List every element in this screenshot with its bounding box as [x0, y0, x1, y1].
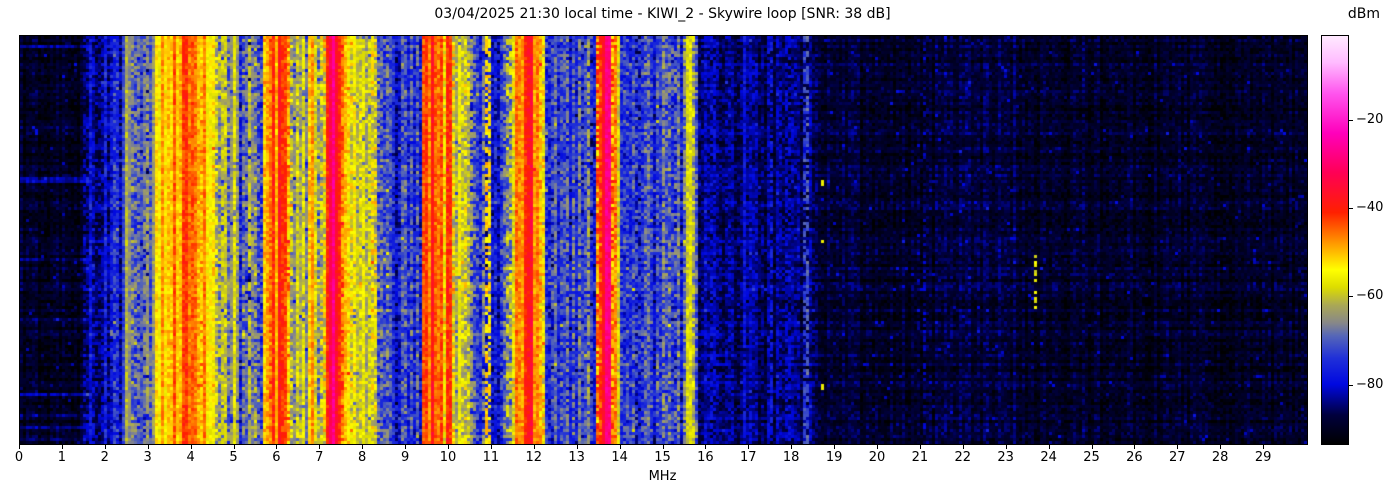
colorbar-tick-mark	[1349, 208, 1353, 209]
x-tick-label: 7	[315, 450, 324, 465]
x-tick-label: 5	[229, 450, 238, 465]
x-tick-mark	[834, 445, 836, 449]
x-tick-label: 1	[57, 450, 67, 465]
x-tick-label: 22	[954, 450, 972, 465]
colorbar-label: dBm	[1347, 6, 1381, 22]
colorbar-tick-label: −40	[1356, 200, 1384, 216]
x-tick-label: 20	[868, 450, 886, 465]
x-tick-mark	[619, 445, 621, 449]
x-tick-label: 26	[1126, 450, 1143, 465]
waterfall-heatmap	[19, 35, 1308, 445]
colorbar-tick-mark	[1349, 296, 1353, 298]
x-tick-label: 25	[1083, 450, 1100, 465]
x-tick-mark	[147, 445, 149, 449]
x-tick-mark	[1048, 445, 1050, 449]
x-tick-mark	[576, 445, 578, 449]
x-tick-label: 13	[568, 450, 585, 465]
x-tick-label: 10	[439, 450, 457, 465]
x-tick-mark	[1263, 445, 1265, 449]
x-tick-mark	[1177, 445, 1179, 449]
x-tick-mark	[1220, 445, 1222, 449]
x-tick-mark	[276, 445, 278, 449]
colorbar-tick-mark	[1349, 384, 1353, 386]
x-tick-mark	[319, 445, 321, 449]
x-tick-label: 19	[825, 450, 843, 465]
x-tick-mark	[104, 445, 106, 449]
x-tick-label: 16	[697, 450, 714, 465]
colorbar-tick-label: −80	[1356, 376, 1384, 392]
colorbar-tick-label: −20	[1356, 111, 1384, 127]
x-tick-label: 18	[782, 450, 800, 465]
x-tick-mark	[362, 445, 364, 449]
x-tick-label: 11	[482, 450, 500, 465]
x-tick-mark	[1134, 445, 1136, 449]
x-tick-mark	[405, 445, 407, 449]
x-tick-label: 3	[143, 450, 152, 465]
x-tick-label: 6	[272, 450, 281, 465]
x-tick-mark	[190, 445, 192, 449]
x-tick-label: 12	[525, 450, 543, 465]
x-tick-mark	[1005, 445, 1007, 449]
x-tick-label: 24	[1040, 450, 1057, 465]
x-tick-mark	[877, 445, 878, 449]
x-tick-label: 23	[997, 450, 1014, 465]
x-tick-mark	[962, 445, 964, 449]
x-tick-label: 17	[740, 450, 757, 465]
x-tick-mark	[533, 445, 535, 449]
x-tick-mark	[61, 445, 63, 449]
colorbar-tick-mark	[1349, 119, 1353, 121]
x-tick-mark	[662, 445, 664, 449]
x-tick-mark	[791, 445, 793, 449]
colorbar-tick-label: −60	[1356, 288, 1384, 304]
x-tick-mark	[233, 445, 235, 449]
x-tick-label: 9	[400, 450, 410, 465]
x-tick-label: 28	[1211, 450, 1229, 465]
x-axis-label: MHz	[648, 469, 677, 484]
x-tick-label: 15	[654, 450, 671, 465]
x-tick-label: 4	[186, 450, 195, 465]
x-tick-mark	[705, 445, 707, 449]
x-tick-mark	[1091, 445, 1093, 449]
colorbar	[1321, 35, 1349, 445]
x-tick-label: 0	[14, 450, 24, 465]
x-tick-mark	[448, 445, 449, 449]
chart-title: 03/04/2025 21:30 local time - KIWI_2 - S…	[434, 6, 891, 22]
x-tick-mark	[748, 445, 750, 449]
x-tick-label: 27	[1169, 450, 1186, 465]
x-tick-label: 14	[611, 450, 628, 465]
x-tick-label: 29	[1254, 450, 1272, 465]
x-tick-mark	[19, 445, 20, 449]
x-tick-mark	[490, 445, 492, 449]
x-tick-label: 21	[911, 450, 929, 465]
x-tick-label: 2	[100, 450, 109, 465]
x-tick-label: 8	[358, 450, 367, 465]
x-tick-mark	[919, 445, 921, 449]
